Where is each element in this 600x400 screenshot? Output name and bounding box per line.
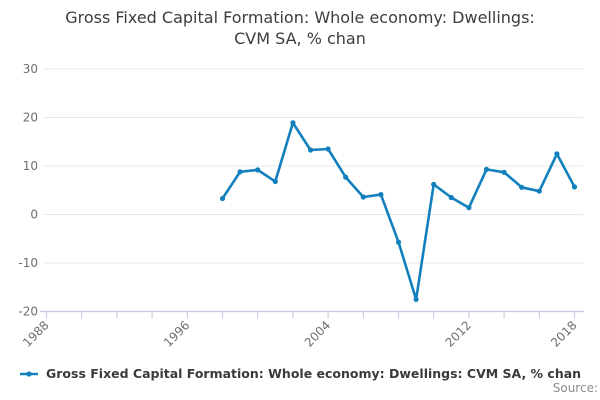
data-point-marker (571, 184, 578, 190)
data-point-marker (395, 239, 402, 245)
data-point-marker (483, 166, 490, 172)
data-point-marker (378, 192, 384, 198)
x-tick-label: 2012 (443, 318, 474, 349)
y-tick-label: -20 (18, 305, 38, 319)
series-line (221, 121, 576, 301)
data-point-marker (360, 194, 366, 200)
y-tick-label: -10 (18, 256, 38, 270)
data-point-marker (431, 181, 437, 187)
data-point-marker (219, 195, 226, 202)
legend-label: Gross Fixed Capital Formation: Whole eco… (46, 366, 582, 381)
data-point-marker (519, 184, 525, 190)
x-tick-label: 2004 (302, 318, 333, 349)
data-point-marker (325, 146, 331, 152)
data-point-marker (413, 296, 419, 302)
x-tick-label: 1996 (161, 318, 192, 349)
chart-title-line1: Gross Fixed Capital Formation: Whole eco… (65, 8, 535, 27)
data-point-marker (237, 169, 243, 175)
y-tick-label: 20 (23, 111, 38, 125)
source-label: Source: (552, 381, 598, 395)
data-point-marker (255, 167, 261, 173)
data-point-marker (343, 174, 349, 180)
chart-title-line2: CVM SA, % chan (234, 29, 366, 48)
x-tick-label: 1988 (20, 318, 51, 349)
data-point-marker (448, 194, 454, 201)
data-point-marker (466, 205, 472, 211)
data-point-marker (536, 188, 542, 194)
data-point-marker (290, 120, 296, 126)
y-tick-label: 0 (30, 208, 38, 222)
chart-title: Gross Fixed Capital Formation: Whole eco… (0, 7, 600, 49)
legend: Gross Fixed Capital Formation: Whole eco… (19, 366, 581, 381)
y-tick-label: 30 (23, 62, 38, 76)
data-point-marker (554, 151, 560, 157)
x-tick-label: 2018 (548, 318, 579, 349)
data-point-marker (307, 147, 314, 153)
data-point-marker (272, 178, 278, 185)
data-point-marker (501, 169, 507, 175)
legend-line-marker-icon (20, 370, 38, 377)
y-tick-label: 10 (23, 159, 38, 173)
